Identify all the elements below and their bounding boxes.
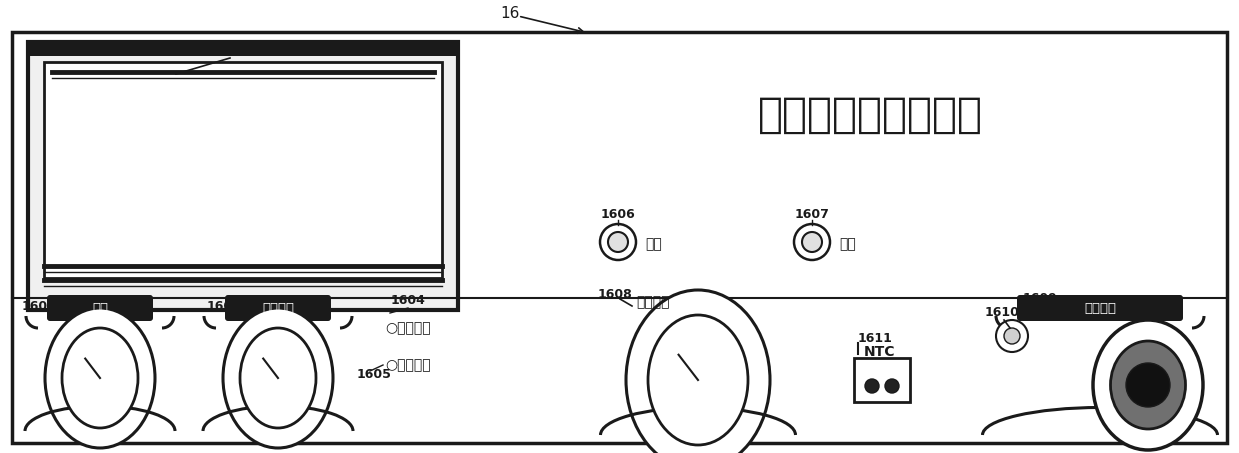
Text: 电流输出: 电流输出 xyxy=(1025,306,1058,320)
Text: 1602: 1602 xyxy=(22,299,57,313)
Text: 1606: 1606 xyxy=(601,208,636,222)
Bar xyxy=(45,62,442,278)
Ellipse shape xyxy=(1110,341,1186,429)
Circle shape xyxy=(608,232,628,252)
Circle shape xyxy=(1004,328,1020,344)
Circle shape xyxy=(885,379,900,393)
Text: 数字式激光器驱动器: 数字式激光器驱动器 xyxy=(757,94,983,136)
Text: 电流输出: 电流输出 xyxy=(1084,302,1116,314)
Text: 电源: 电源 xyxy=(92,302,108,314)
Ellipse shape xyxy=(648,315,748,445)
Circle shape xyxy=(1126,363,1170,407)
Text: 1608: 1608 xyxy=(598,289,633,302)
FancyBboxPatch shape xyxy=(1017,295,1183,321)
Text: 1605: 1605 xyxy=(357,367,392,381)
Text: 16: 16 xyxy=(501,6,519,21)
Circle shape xyxy=(865,379,878,393)
Circle shape xyxy=(996,320,1028,352)
Text: 1609: 1609 xyxy=(1022,291,1057,304)
Bar xyxy=(28,42,458,56)
Ellipse shape xyxy=(240,328,316,428)
Circle shape xyxy=(600,224,636,260)
Ellipse shape xyxy=(62,328,138,428)
Text: 显示模式: 显示模式 xyxy=(261,302,294,314)
Text: ○输出电流: ○输出电流 xyxy=(385,358,431,372)
FancyBboxPatch shape xyxy=(47,295,152,321)
Text: 启动: 启动 xyxy=(646,237,662,251)
Text: 1603: 1603 xyxy=(207,299,242,313)
Circle shape xyxy=(794,224,830,260)
Circle shape xyxy=(802,232,821,252)
Text: 1611: 1611 xyxy=(857,332,893,344)
FancyBboxPatch shape xyxy=(225,295,331,321)
Text: 1607: 1607 xyxy=(794,208,829,222)
Text: ○限制电流: ○限制电流 xyxy=(385,321,431,335)
Text: 参数调节: 参数调节 xyxy=(636,295,669,309)
Bar xyxy=(28,42,458,310)
Text: 1601: 1601 xyxy=(221,45,259,59)
Text: NTC: NTC xyxy=(864,345,896,359)
Text: 1604: 1604 xyxy=(390,294,425,307)
Bar xyxy=(854,358,909,402)
Ellipse shape xyxy=(45,308,155,448)
Text: 复位: 复位 xyxy=(839,237,856,251)
Ellipse shape xyxy=(1093,320,1203,450)
Text: 1610: 1610 xyxy=(985,307,1020,319)
Ellipse shape xyxy=(626,290,769,453)
Ellipse shape xyxy=(223,308,333,448)
